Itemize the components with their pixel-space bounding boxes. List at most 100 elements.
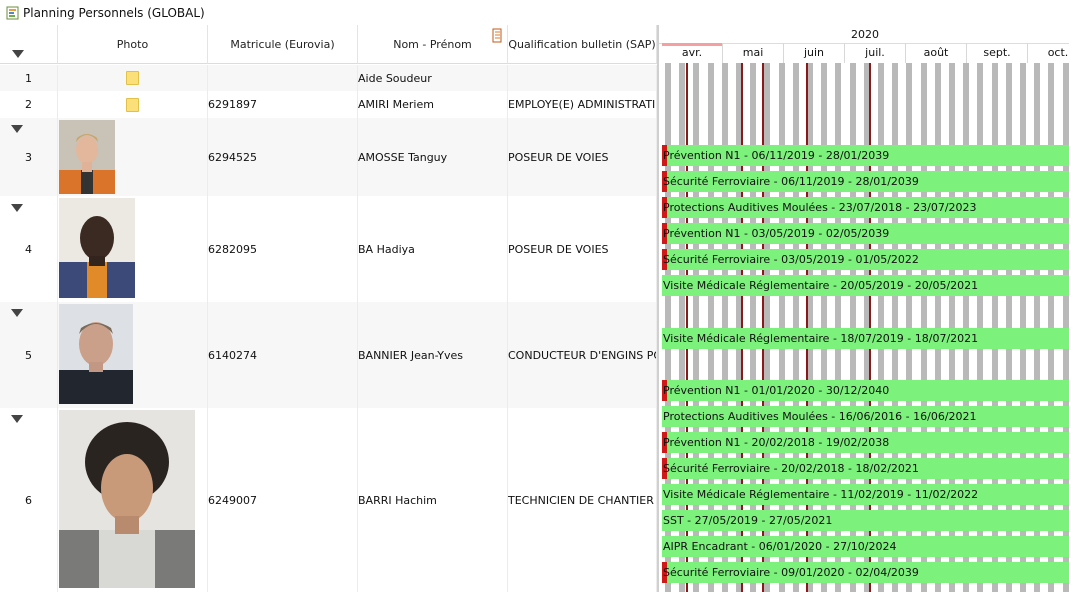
weekend-stripe: [1034, 63, 1040, 592]
matricule-cell: 6291897: [208, 91, 358, 118]
collapse-triangle-icon[interactable]: [12, 50, 24, 58]
qualif-cell: POSEUR DE VOIES: [508, 196, 657, 302]
weekend-stripe: [708, 63, 714, 592]
header-matricule-label: Matricule (Eurovia): [230, 37, 335, 51]
gantt-bar[interactable]: AIPR Encadrant - 06/01/2020 - 27/10/2024: [662, 536, 1069, 557]
weekend-stripe: [850, 63, 856, 592]
weekend-stripe: [693, 63, 699, 592]
gantt-bar-label: Sécurité Ferroviaire - 06/11/2019 - 28/0…: [663, 175, 919, 188]
photo-cell: [58, 91, 208, 118]
gantt-bar[interactable]: Visite Médicale Réglementaire - 18/07/20…: [662, 328, 1069, 349]
bar-start-marker: [662, 223, 667, 244]
gantt-chart[interactable]: 2020 avr. mai juin juil. août sept. oct. Préve…: [657, 25, 1069, 592]
weekend-stripe: [935, 63, 941, 592]
header-expander[interactable]: [0, 25, 58, 64]
folder-icon: [126, 97, 139, 112]
nom-cell: BARRI Hachim: [358, 408, 508, 592]
qualif-cell: EMPLOYE(E) ADMINISTRATIF(: [508, 91, 657, 118]
window-titlebar: Planning Personnels (GLOBAL): [0, 0, 1069, 25]
matricule-cell: 6140274: [208, 302, 358, 408]
nom-cell: AMOSSE Tanguy: [358, 118, 508, 196]
gantt-bar[interactable]: Sécurité Ferroviaire - 03/05/2019 - 01/0…: [662, 249, 1069, 270]
collapse-triangle-icon[interactable]: [11, 204, 23, 212]
gantt-bar[interactable]: Visite Médicale Réglementaire - 20/05/20…: [662, 275, 1069, 296]
bar-start-marker: [662, 562, 667, 583]
milestone-line: [806, 63, 808, 592]
gantt-bar[interactable]: Sécurité Ferroviaire - 09/01/2020 - 02/0…: [662, 562, 1069, 583]
table-row[interactable]: 5 6140274 BANNIER Jean-Yves CONDUCTEUR D…: [0, 302, 657, 408]
gantt-bar-label: Protections Auditives Moulées - 23/07/20…: [663, 201, 977, 214]
gantt-bar-label: AIPR Encadrant - 06/01/2020 - 27/10/2024: [663, 540, 897, 553]
table-row[interactable]: 2 6291897 AMIRI Meriem EMPLOYE(E) ADMINI…: [0, 91, 657, 118]
employee-photo: [59, 198, 135, 298]
header-qualif[interactable]: Qualification bulletin (SAP): [508, 25, 657, 64]
qualif-cell: CONDUCTEUR D'ENGINS POSE: [508, 302, 657, 408]
weekend-stripe: [736, 63, 742, 592]
row-number: 5: [0, 302, 58, 408]
gantt-bar[interactable]: Visite Médicale Réglementaire - 11/02/20…: [662, 484, 1069, 505]
header-matricule[interactable]: Matricule (Eurovia): [208, 25, 358, 64]
gantt-bar[interactable]: Prévention N1 - 01/01/2020 - 30/12/2040: [662, 380, 1069, 401]
photo-cell: [58, 302, 208, 408]
weekend-stripe: [1063, 63, 1069, 592]
gantt-bar-label: SST - 27/05/2019 - 27/05/2021: [663, 514, 833, 527]
weekend-stripe: [977, 63, 983, 592]
row-number: 2: [0, 91, 58, 118]
gantt-bar[interactable]: Protections Auditives Moulées - 16/06/20…: [662, 406, 1069, 427]
gantt-bar[interactable]: Prévention N1 - 20/02/2018 - 19/02/2038: [662, 432, 1069, 453]
gantt-bar-label: Visite Médicale Réglementaire - 11/02/20…: [663, 488, 979, 501]
weekend-stripe: [807, 63, 813, 592]
weekend-stripe: [835, 63, 841, 592]
gantt-bar-label: Prévention N1 - 06/11/2019 - 28/01/2039: [663, 149, 890, 162]
gantt-bar[interactable]: Prévention N1 - 06/11/2019 - 28/01/2039: [662, 145, 1069, 166]
column-chooser-icon[interactable]: [491, 28, 503, 47]
month-label: sept.: [967, 43, 1028, 63]
weekend-stripe: [679, 63, 685, 592]
gantt-bar-label: Sécurité Ferroviaire - 20/02/2018 - 18/0…: [663, 462, 919, 475]
month-label: juil.: [845, 43, 906, 63]
month-label: avr.: [662, 43, 723, 63]
collapse-triangle-icon[interactable]: [11, 125, 23, 133]
photo-cell: [58, 196, 208, 302]
nom-cell: AMIRI Meriem: [358, 91, 508, 118]
photo-cell: [58, 65, 208, 91]
weekend-stripe: [1020, 63, 1026, 592]
matricule-cell: [208, 65, 358, 91]
gantt-bar[interactable]: SST - 27/05/2019 - 27/05/2021: [662, 510, 1069, 531]
gantt-bar-label: Visite Médicale Réglementaire - 20/05/20…: [663, 279, 979, 292]
gantt-bar-label: Prévention N1 - 01/01/2020 - 30/12/2040: [663, 384, 890, 397]
qualif-cell: [508, 65, 657, 91]
collapse-triangle-icon[interactable]: [11, 309, 23, 317]
window-title: Planning Personnels (GLOBAL): [23, 5, 205, 20]
table-row[interactable]: 4 6282095 BA Hadiya POSEUR DE VOIES: [0, 196, 657, 302]
gantt-bar[interactable]: Sécurité Ferroviaire - 06/11/2019 - 28/0…: [662, 171, 1069, 192]
weekend-stripe: [722, 63, 728, 592]
header-nom[interactable]: Nom - Prénom: [358, 25, 508, 64]
photo-cell: [58, 408, 208, 592]
weekend-stripe: [864, 63, 870, 592]
gantt-bar[interactable]: Protections Auditives Moulées - 23/07/20…: [662, 197, 1069, 218]
milestone-line: [762, 63, 764, 592]
weekend-stripe: [1048, 63, 1054, 592]
gantt-bar-label: Prévention N1 - 20/02/2018 - 19/02/2038: [663, 436, 890, 449]
milestone-line: [869, 63, 871, 592]
gantt-bar-label: Visite Médicale Réglementaire - 18/07/20…: [663, 332, 979, 345]
table-row[interactable]: 3 6294525 AMOSSE Tanguy POSEUR DE VOIES: [0, 118, 657, 196]
gantt-bar-label: Sécurité Ferroviaire - 09/01/2020 - 02/0…: [663, 566, 919, 579]
collapse-triangle-icon[interactable]: [11, 415, 23, 423]
employee-photo: [59, 304, 133, 404]
bar-start-marker: [662, 145, 667, 166]
matricule-cell: 6282095: [208, 196, 358, 302]
table-row[interactable]: 6 6249007 BARRI Hachim TECHNICIEN DE CHA…: [0, 408, 657, 592]
gantt-bar-label: Protections Auditives Moulées - 16/06/20…: [663, 410, 977, 423]
bar-start-marker: [662, 432, 667, 453]
header-photo[interactable]: Photo: [58, 25, 208, 64]
weekend-stripe: [1006, 63, 1012, 592]
gantt-bar[interactable]: Prévention N1 - 03/05/2019 - 02/05/2039: [662, 223, 1069, 244]
employee-photo: [59, 120, 115, 194]
gantt-bar[interactable]: Sécurité Ferroviaire - 20/02/2018 - 18/0…: [662, 458, 1069, 479]
bar-start-marker: [662, 197, 667, 218]
weekend-stripe: [892, 63, 898, 592]
table-row[interactable]: 1 Aide Soudeur: [0, 65, 657, 91]
milestone-line: [686, 63, 688, 592]
